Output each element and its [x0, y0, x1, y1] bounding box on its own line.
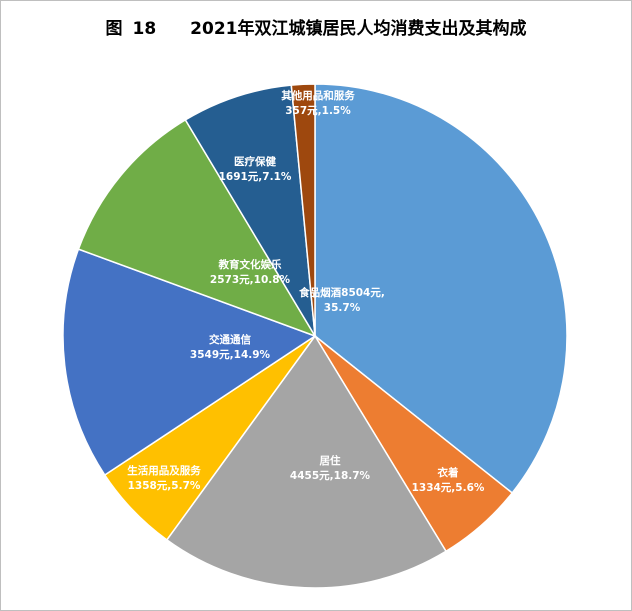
slice-label-value: 2573元,10.8%	[210, 274, 291, 286]
pie-slice	[184, 84, 316, 337]
pie-slice	[62, 248, 317, 477]
slice-label: 教育文化娱乐 2573元,10.8%	[210, 258, 291, 286]
slice-label-name: 医疗保健	[234, 155, 276, 168]
slice-label-name: 食品烟酒8504元,	[298, 286, 385, 299]
slice-label-value: 1334元,5.6%	[412, 482, 485, 494]
figure-word: 图	[105, 19, 123, 39]
slice-label-value: 357元,1.5%	[285, 105, 351, 117]
slice-label: 其他用品和服务 357元,1.5%	[281, 89, 355, 117]
slice-label-value: 3549元,14.9%	[190, 349, 271, 361]
slice-label-value: 1691元,7.1%	[219, 171, 292, 183]
pie-slice	[314, 83, 568, 494]
slice-label-value: 1358元,5.7%	[128, 480, 201, 492]
slice-label-name: 交通通信	[209, 333, 251, 346]
slice-label: 食品烟酒8504元, 35.7%	[298, 286, 385, 314]
slice-label-name: 衣着	[438, 466, 459, 479]
slice-label: 生活用品及服务 1358元,5.7%	[127, 464, 201, 492]
slice-label: 医疗保健 1691元,7.1%	[219, 155, 292, 183]
slice-label-name: 其他用品和服务	[281, 89, 355, 102]
slice-label-value: 35.7%	[324, 302, 361, 314]
figure-number: 18	[132, 19, 157, 39]
slice-label: 交通通信 3549元,14.9%	[190, 333, 271, 361]
slice-label-name: 教育文化娱乐	[218, 258, 282, 271]
slice-label-name: 居住	[320, 454, 341, 467]
slice-label: 居住 4455元,18.7%	[290, 454, 371, 482]
slice-label-value: 4455元,18.7%	[290, 470, 371, 482]
pie-slice	[165, 334, 448, 589]
pie-slice	[290, 83, 316, 337]
title-text: 2021年双江城镇居民人均消费支出及其构成	[190, 19, 527, 39]
pie-slice	[77, 118, 317, 338]
slice-label: 衣着 1334元,5.6%	[412, 466, 485, 494]
slice-label-name: 生活用品及服务	[127, 464, 201, 477]
chart-title: 图 18 2021年双江城镇居民人均消费支出及其构成	[0, 14, 632, 39]
